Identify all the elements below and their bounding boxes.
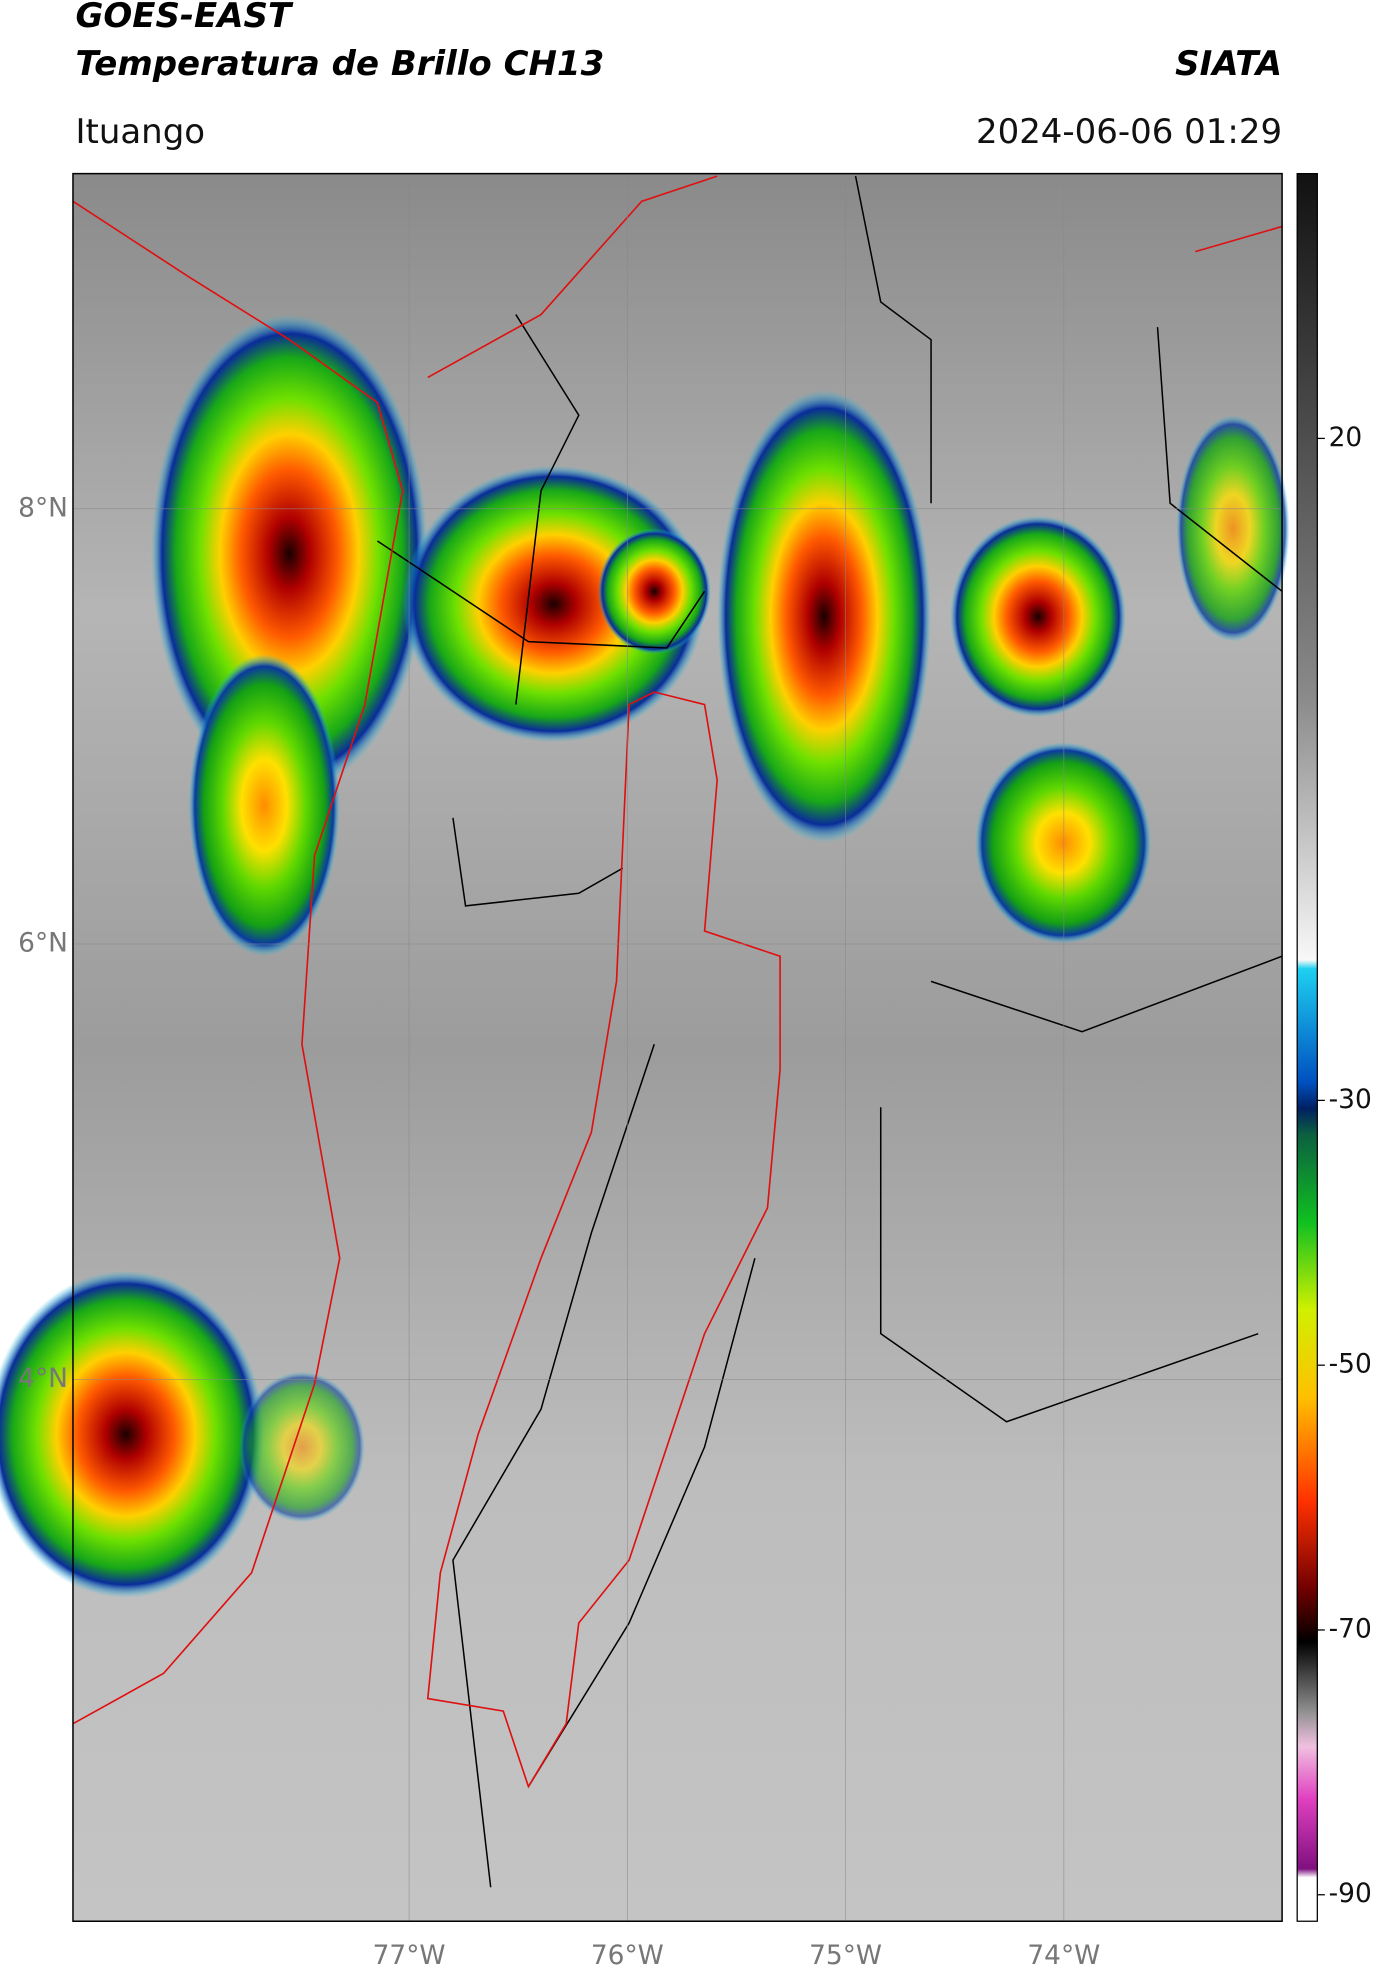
map: [0, 172, 1290, 1922]
lat-tick-label: 4°N: [18, 1363, 68, 1394]
colorbar-tick-label: 20: [1329, 422, 1363, 453]
colorbar-tick-label: -30: [1329, 1084, 1372, 1115]
datetime: 2024-06-06 01:29: [976, 112, 1282, 152]
map-frame: [72, 172, 1283, 1922]
colorbar-tick-label: -50: [1329, 1349, 1372, 1380]
colorbar-scale: [1296, 172, 1318, 1922]
colorbar-tick-label: -90: [1329, 1878, 1372, 1909]
colorbar: 20 -30 -50 -70 -90: [1296, 172, 1372, 1922]
lon-tick-label: 74°W: [1027, 1940, 1100, 1971]
boundaries: [377, 175, 1283, 1888]
colorbar-tick-label: -70: [1329, 1613, 1372, 1644]
coastline: [72, 175, 1283, 1789]
lon-tick-label: 77°W: [373, 1940, 446, 1971]
organization: SIATA: [1175, 44, 1282, 84]
title: GOES-EAST: [75, 0, 293, 36]
lat-tick-label: 8°N: [18, 492, 68, 523]
cloud-tops: [0, 314, 1290, 1598]
subtitle: Temperatura de Brillo CH13: [75, 44, 604, 84]
lon-tick-label: 75°W: [809, 1940, 882, 1971]
location: Ituango: [75, 112, 205, 152]
graticule: [72, 173, 1283, 1922]
lat-tick-label: 6°N: [18, 928, 68, 959]
lon-tick-label: 76°W: [591, 1940, 664, 1971]
